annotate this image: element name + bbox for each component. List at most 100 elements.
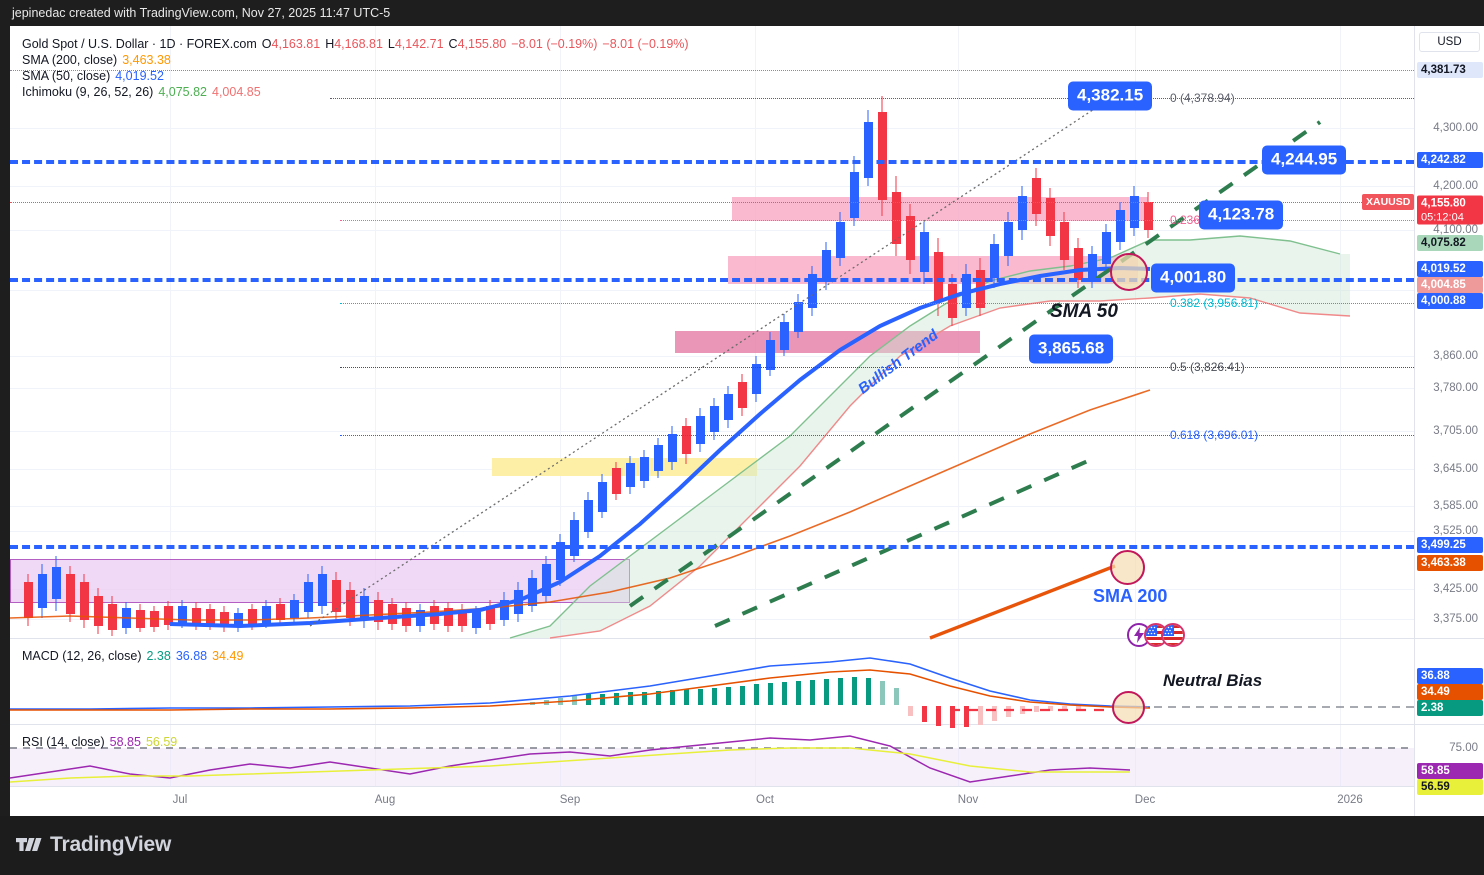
- price-tag-3865[interactable]: 3,865.68: [1029, 334, 1114, 364]
- legend-l-label: L: [387, 37, 395, 51]
- level-line-4244[interactable]: [10, 160, 1414, 164]
- rsi-ma-label[interactable]: 56.59: [1417, 779, 1483, 795]
- resistance-label[interactable]: 4,242.82: [1417, 152, 1483, 168]
- gridline: [10, 388, 1414, 389]
- legend-c-label: C: [448, 37, 458, 51]
- rsi-pane[interactable]: [10, 26, 1414, 816]
- legend-h-label: H: [325, 37, 335, 51]
- legend-sma200-name: SMA (200, close): [22, 53, 118, 67]
- rsi-legend[interactable]: RSI (14, close) 58.85 56.59: [22, 734, 182, 750]
- gridline: [10, 128, 1414, 129]
- gridline: [10, 531, 1414, 532]
- currency-label[interactable]: USD: [1419, 32, 1480, 52]
- macd-pane[interactable]: [10, 26, 1414, 816]
- fib-line-50[interactable]: [340, 367, 1414, 368]
- legend-symbol-row[interactable]: Gold Spot / U.S. Dollar · 1D · FOREX.com…: [22, 36, 694, 52]
- fib-line-high[interactable]: [10, 70, 1414, 71]
- ichimoku-b-label[interactable]: 4,004.85: [1417, 277, 1483, 293]
- chart-canvas[interactable]: XAUUSD 0 (4,378.94) 0.236 0.382 (3,956.8…: [10, 26, 1414, 816]
- fib-236: 0.236: [1170, 213, 1201, 227]
- legend-rsi-ma-value: 56.59: [145, 735, 178, 749]
- price-tag-4244[interactable]: 4,244.95: [1262, 145, 1347, 175]
- consolidation-zone-yellow[interactable]: [492, 458, 757, 476]
- legend-rsi-name: RSI (14, close): [22, 735, 105, 749]
- legend-ichimoku-v2: 4,004.85: [212, 85, 261, 99]
- watermark-bar: jepinedac created with TradingView.com, …: [0, 0, 1484, 26]
- tradingview-mark-icon: [16, 838, 42, 851]
- macd-hist-label[interactable]: 2.38: [1417, 700, 1483, 716]
- price-tick: 3,585.00: [1433, 500, 1478, 512]
- sma200-marker-circle[interactable]: [1110, 550, 1145, 585]
- macd-signal-label[interactable]: 36.88: [1417, 668, 1483, 684]
- fib-line-618[interactable]: [340, 435, 1414, 436]
- support-label[interactable]: 4,000.88: [1417, 293, 1483, 309]
- rsi-label[interactable]: 58.85: [1417, 763, 1483, 779]
- fib-line-0[interactable]: [330, 98, 1414, 99]
- legend-high: 4,168.81: [334, 37, 383, 51]
- price-axis[interactable]: USD 4,300.00 4,200.00 4,100.00 3,860.00 …: [1414, 26, 1484, 816]
- legend-sma50-name: SMA (50, close): [22, 69, 111, 83]
- last-price-line[interactable]: [10, 202, 1414, 203]
- pane-separator-rsi[interactable]: [10, 724, 1414, 725]
- price-tag-4123[interactable]: 4,123.78: [1199, 200, 1284, 230]
- price-tag-4001[interactable]: 4,001.80: [1151, 263, 1236, 293]
- annotation-sma50[interactable]: SMA 50: [1050, 301, 1118, 322]
- axis-pane-separator: [1415, 724, 1484, 725]
- legend-open: 4,163.81: [271, 37, 321, 51]
- axis-pane-separator: [1415, 638, 1484, 639]
- fib-line-382[interactable]: [340, 303, 1414, 304]
- time-tick: Jul: [172, 794, 188, 806]
- gridline: [10, 230, 1414, 231]
- macd-line-label[interactable]: 34.49: [1417, 684, 1483, 700]
- price-tick: 4,300.00: [1433, 122, 1478, 134]
- sma200-label[interactable]: 3,463.38: [1417, 555, 1483, 571]
- legend-low: 4,142.71: [394, 37, 444, 51]
- ichimoku-a-label[interactable]: 4,075.82: [1417, 235, 1483, 251]
- gridline: [375, 26, 376, 816]
- tradingview-logo[interactable]: TradingView: [16, 832, 171, 858]
- legend-change: −8.01 (−0.19%): [511, 37, 598, 51]
- legend-macd-name: MACD (12, 26, close): [22, 649, 142, 663]
- high-label[interactable]: 4,381.73: [1417, 62, 1483, 78]
- supply-zone-upper[interactable]: [732, 197, 1148, 221]
- level-line-3499[interactable]: [10, 545, 1414, 549]
- price-tag-4382[interactable]: 4,382.15: [1068, 81, 1153, 111]
- last-price-value: 4,155.80: [1421, 197, 1466, 210]
- time-axis[interactable]: Jul Aug Sep Oct Nov Dec 2026: [10, 786, 1414, 816]
- level-3499-label[interactable]: 3,499.25: [1417, 537, 1483, 553]
- annotation-sma200[interactable]: SMA 200: [1093, 586, 1168, 606]
- rsi-tick: 75.00: [1449, 742, 1478, 754]
- gridline: [10, 506, 1414, 507]
- legend-macd-line: 34.49: [212, 649, 244, 663]
- gridline: [10, 186, 1414, 187]
- us-flag-icon[interactable]: [1161, 623, 1185, 647]
- sma200-line: [10, 389, 1151, 621]
- legend-sma50-row[interactable]: SMA (50, close) 4,019.52: [22, 68, 694, 84]
- level-line-4001[interactable]: [10, 278, 1414, 282]
- symbol-badge[interactable]: XAUUSD: [1362, 194, 1414, 210]
- macd-marker-circle[interactable]: [1112, 691, 1145, 724]
- time-tick: Sep: [559, 794, 581, 806]
- price-tick: 3,525.00: [1433, 525, 1478, 537]
- pane-separator-macd[interactable]: [10, 638, 1414, 639]
- price-tick: 3,705.00: [1433, 425, 1478, 437]
- sma50-label[interactable]: 4,019.52: [1417, 261, 1483, 277]
- legend-ichimoku-row[interactable]: Ichimoku (9, 26, 52, 26) 4,075.82 4,004.85: [22, 84, 694, 100]
- price-tick: 3,780.00: [1433, 382, 1478, 394]
- legend-symbol: Gold Spot / U.S. Dollar · 1D · FOREX.com: [22, 37, 257, 51]
- annotation-neutral-bias[interactable]: Neutral Bias: [1163, 671, 1263, 690]
- gridline: [10, 356, 1414, 357]
- price-marker-circle[interactable]: [1110, 253, 1148, 291]
- last-price-label[interactable]: 4,155.80 05:12:04: [1417, 195, 1483, 225]
- macd-legend[interactable]: MACD (12, 26, close) 2.38 36.88 34.49: [22, 648, 248, 664]
- gridline: [10, 589, 1414, 590]
- demand-zone-lower[interactable]: [675, 331, 980, 353]
- gridline: [1135, 26, 1136, 816]
- legend-ichimoku-v1: 4,075.82: [158, 85, 207, 99]
- countdown-timer: 05:12:04: [1421, 211, 1464, 224]
- legend-sma200-row[interactable]: SMA (200, close) 3,463.38: [22, 52, 694, 68]
- legend-ichimoku-name: Ichimoku (9, 26, 52, 26): [22, 85, 154, 99]
- diagonal-trendline: [309, 91, 1121, 627]
- fib-line-236[interactable]: [340, 220, 1414, 221]
- time-tick: Oct: [756, 794, 774, 806]
